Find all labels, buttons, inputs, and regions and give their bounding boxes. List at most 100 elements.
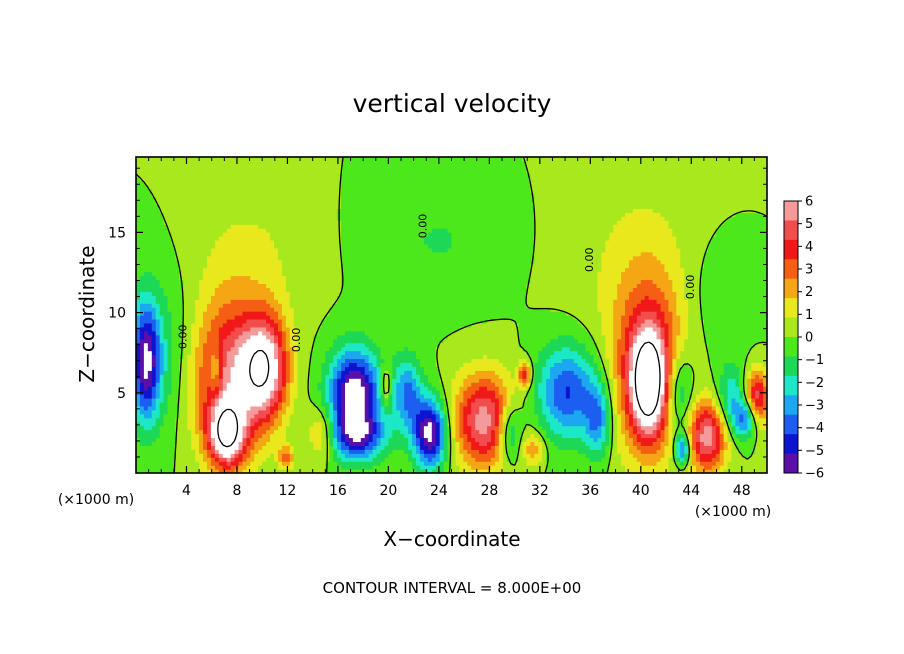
heatmap-cell xyxy=(360,461,366,466)
heatmap-cell xyxy=(593,429,599,435)
heatmap-cell xyxy=(143,469,149,473)
heatmap-cell xyxy=(266,457,271,462)
heatmap-cell xyxy=(656,350,662,356)
heatmap-cell xyxy=(352,382,358,387)
heatmap-cell xyxy=(435,461,441,466)
heatmap-cell xyxy=(368,445,374,450)
heatmap-cell xyxy=(605,382,610,387)
heatmap-cell xyxy=(321,394,326,399)
heatmap-cell xyxy=(392,445,397,450)
heatmap-cell xyxy=(621,362,626,367)
heatmap-cell xyxy=(139,457,145,462)
heatmap-cell xyxy=(617,409,622,415)
heatmap-cell xyxy=(179,429,184,435)
heatmap-cell xyxy=(360,401,366,407)
heatmap-cell xyxy=(542,370,547,375)
heatmap-cell xyxy=(585,405,591,411)
heatmap-cell xyxy=(711,350,717,356)
heatmap-cell xyxy=(147,465,153,470)
heatmap-cell xyxy=(699,354,705,360)
heatmap-cell xyxy=(735,421,740,427)
heatmap-cell xyxy=(195,409,200,415)
heatmap-cell xyxy=(348,457,354,462)
heatmap-cell xyxy=(242,382,248,387)
heatmap-cell xyxy=(557,401,563,407)
heatmap-cell xyxy=(163,374,169,379)
heatmap-cell xyxy=(171,437,177,442)
heatmap-cell xyxy=(676,437,681,442)
heatmap-cell xyxy=(214,421,220,427)
heatmap-cell xyxy=(542,409,547,415)
heatmap-cell xyxy=(542,390,547,395)
heatmap-cell xyxy=(305,465,311,470)
heatmap-cell xyxy=(530,433,535,439)
heatmap-cell xyxy=(656,453,662,458)
heatmap-cell xyxy=(597,433,602,439)
heatmap-cell xyxy=(652,417,658,423)
heatmap-cell xyxy=(404,405,409,411)
heatmap-cell xyxy=(727,350,733,356)
heatmap-cell xyxy=(281,370,287,375)
heatmap-cell xyxy=(494,366,500,371)
heatmap-cell xyxy=(348,421,354,427)
heatmap-cell xyxy=(577,350,583,356)
heatmap-cell xyxy=(463,394,468,399)
heatmap-cell xyxy=(250,457,255,462)
heatmap-cell xyxy=(404,453,409,458)
heatmap-cell xyxy=(593,366,599,371)
heatmap-cell xyxy=(668,461,673,466)
heatmap-cell xyxy=(502,370,508,375)
heatmap-cell xyxy=(380,358,386,363)
heatmap-cell xyxy=(542,382,547,387)
heatmap-cell xyxy=(412,441,417,446)
heatmap-cell xyxy=(317,394,322,399)
heatmap-cell xyxy=(585,445,591,450)
heatmap-cell xyxy=(735,390,740,395)
heatmap-cell xyxy=(423,437,429,442)
heatmap-cell xyxy=(246,465,251,470)
heatmap-cell xyxy=(739,386,744,391)
heatmap-cell xyxy=(696,437,701,442)
heatmap-cell xyxy=(274,421,279,427)
heatmap-cell xyxy=(199,401,204,407)
heatmap-cell xyxy=(593,394,599,399)
heatmap-cell xyxy=(490,350,496,356)
heatmap-cell xyxy=(234,378,240,383)
heatmap-cell xyxy=(763,386,767,391)
heatmap-cell xyxy=(348,397,354,403)
heatmap-cell xyxy=(199,390,204,395)
heatmap-cell xyxy=(696,354,701,360)
heatmap-cell xyxy=(715,358,721,363)
heatmap-cell xyxy=(317,386,322,391)
heatmap-cell xyxy=(191,350,196,356)
heatmap-cell xyxy=(262,413,267,419)
heatmap-cell xyxy=(289,386,295,391)
heatmap-cell xyxy=(546,382,551,387)
heatmap-cell xyxy=(439,370,445,375)
heatmap-cell xyxy=(262,390,267,395)
heatmap-cell xyxy=(554,401,559,407)
heatmap-cell xyxy=(376,417,382,423)
heatmap-cell xyxy=(731,358,737,363)
heatmap-cell xyxy=(546,421,551,427)
heatmap-cell xyxy=(329,370,334,375)
heatmap-cell xyxy=(392,469,397,473)
heatmap-cell xyxy=(222,409,228,415)
heatmap-cell xyxy=(727,449,733,454)
heatmap-cell xyxy=(305,366,311,371)
heatmap-cell xyxy=(451,370,457,375)
heatmap-cell xyxy=(262,370,267,375)
heatmap-cell xyxy=(309,425,315,431)
heatmap-cell xyxy=(254,429,259,435)
heatmap-cell xyxy=(404,382,409,387)
heatmap-cell xyxy=(345,409,350,415)
heatmap-cell xyxy=(345,425,350,431)
heatmap-cell xyxy=(262,401,267,407)
heatmap-cell xyxy=(222,401,228,407)
heatmap-cell xyxy=(266,382,271,387)
heatmap-cell xyxy=(455,362,460,367)
heatmap-cell xyxy=(439,354,445,360)
heatmap-cell xyxy=(309,354,315,360)
heatmap-cell xyxy=(171,413,177,419)
heatmap-cell xyxy=(143,382,149,387)
